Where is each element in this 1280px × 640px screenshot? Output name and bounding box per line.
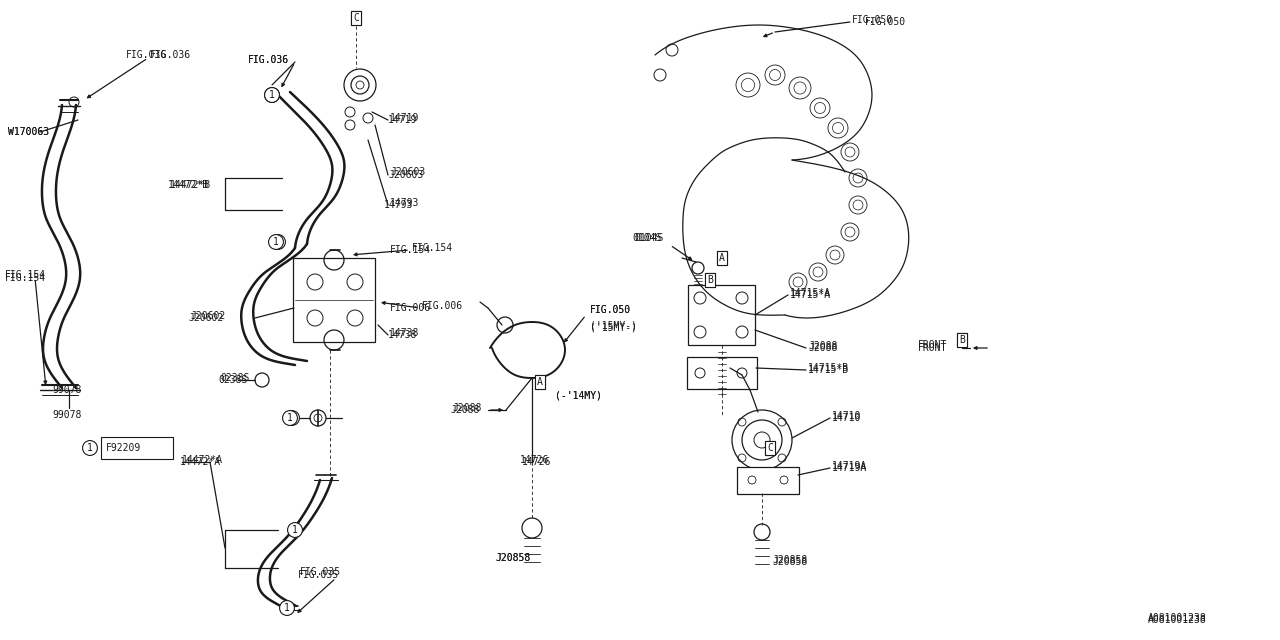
Text: 14738: 14738: [388, 330, 417, 340]
Text: 99078: 99078: [52, 410, 82, 420]
Text: FIG.154: FIG.154: [390, 245, 431, 255]
Text: 14726: 14726: [520, 455, 549, 465]
Text: 1: 1: [289, 413, 294, 423]
FancyBboxPatch shape: [101, 437, 173, 459]
Text: 1: 1: [269, 90, 275, 100]
Text: 14715*B: 14715*B: [808, 365, 849, 375]
Text: 1: 1: [269, 90, 275, 100]
Text: 14715*A: 14715*A: [790, 288, 831, 298]
Text: 14719A: 14719A: [832, 463, 868, 473]
Text: 14472*A: 14472*A: [182, 455, 223, 465]
Text: FIG.006: FIG.006: [390, 303, 431, 313]
Text: 1: 1: [292, 525, 298, 535]
Text: 14710: 14710: [832, 411, 861, 421]
Text: 14715*A: 14715*A: [790, 290, 831, 300]
Text: FRONT: FRONT: [918, 340, 947, 350]
Text: 1: 1: [87, 443, 93, 453]
Text: 0104S: 0104S: [634, 233, 663, 243]
Text: 14715*B: 14715*B: [808, 363, 849, 373]
Text: A: A: [719, 253, 724, 263]
Text: 14472*A: 14472*A: [180, 457, 221, 467]
Text: 14726: 14726: [522, 457, 552, 467]
Text: 99078: 99078: [52, 385, 82, 395]
Text: 14719A: 14719A: [832, 461, 868, 471]
Text: 14710: 14710: [832, 413, 861, 423]
Text: FIG.050: FIG.050: [590, 305, 631, 315]
Text: 1: 1: [275, 237, 280, 247]
Text: F92209: F92209: [106, 443, 141, 453]
Text: J20858: J20858: [495, 553, 530, 563]
Text: 14719: 14719: [388, 115, 417, 125]
Text: B: B: [707, 275, 713, 285]
Text: (-'14MY): (-'14MY): [556, 390, 602, 400]
Text: 1: 1: [284, 603, 291, 613]
Text: W170063: W170063: [8, 127, 49, 137]
Text: 0238S: 0238S: [220, 373, 250, 383]
Text: 14793: 14793: [390, 198, 420, 208]
Text: FIG.036: FIG.036: [248, 55, 289, 65]
Text: A081001238: A081001238: [1148, 615, 1207, 625]
Text: 14472*B: 14472*B: [170, 180, 211, 190]
Text: J20858: J20858: [772, 555, 808, 565]
Text: FIG.050: FIG.050: [590, 305, 631, 315]
Text: B: B: [959, 335, 965, 345]
Text: J20602: J20602: [188, 313, 223, 323]
Text: FIG.006: FIG.006: [422, 301, 463, 311]
Text: J20603: J20603: [388, 170, 424, 180]
Text: 14793: 14793: [384, 200, 413, 210]
FancyBboxPatch shape: [293, 258, 375, 342]
Text: C: C: [767, 443, 773, 453]
FancyBboxPatch shape: [737, 467, 799, 494]
Text: 1: 1: [287, 413, 293, 423]
Text: FIG.036: FIG.036: [248, 55, 289, 65]
Text: 14738: 14738: [390, 328, 420, 338]
Text: J2088: J2088: [808, 343, 837, 353]
Text: 14472*B: 14472*B: [168, 180, 209, 190]
Text: J20603: J20603: [390, 167, 425, 177]
FancyBboxPatch shape: [687, 357, 756, 389]
Text: FIG.050: FIG.050: [865, 17, 906, 27]
Text: 14719: 14719: [390, 113, 420, 123]
Text: J20602: J20602: [189, 311, 225, 321]
Text: A: A: [538, 377, 543, 387]
Text: FIG.036: FIG.036: [150, 50, 191, 60]
Text: A: A: [538, 377, 543, 387]
Text: FIG.036: FIG.036: [125, 50, 168, 60]
Text: FIG.154: FIG.154: [412, 243, 453, 253]
Text: (-'14MY): (-'14MY): [556, 390, 602, 400]
Text: J20858: J20858: [495, 553, 530, 563]
Text: FIG.050: FIG.050: [852, 15, 893, 25]
Text: W170063: W170063: [8, 127, 49, 137]
Text: FIG.035: FIG.035: [298, 570, 339, 580]
Text: ('15MY-): ('15MY-): [590, 323, 637, 333]
Text: C: C: [767, 443, 773, 453]
Text: FIG.154: FIG.154: [5, 270, 46, 280]
Text: A: A: [719, 253, 724, 263]
Text: 0238S: 0238S: [218, 375, 247, 385]
Text: 0104S: 0104S: [632, 233, 662, 243]
Text: 1: 1: [273, 237, 279, 247]
Text: FIG.035: FIG.035: [300, 567, 342, 577]
Text: C: C: [353, 13, 358, 23]
Text: C: C: [353, 13, 358, 23]
Text: B: B: [959, 335, 965, 345]
Text: J2088: J2088: [451, 405, 480, 415]
Text: J2088: J2088: [452, 403, 481, 413]
Text: J20858: J20858: [772, 557, 808, 567]
Text: B: B: [707, 275, 713, 285]
Text: A081001238: A081001238: [1148, 613, 1207, 623]
Text: ('15MY-): ('15MY-): [590, 320, 637, 330]
Text: FIG.154: FIG.154: [5, 273, 46, 283]
Text: FRONT: FRONT: [918, 343, 947, 353]
Text: J2088: J2088: [808, 341, 837, 351]
